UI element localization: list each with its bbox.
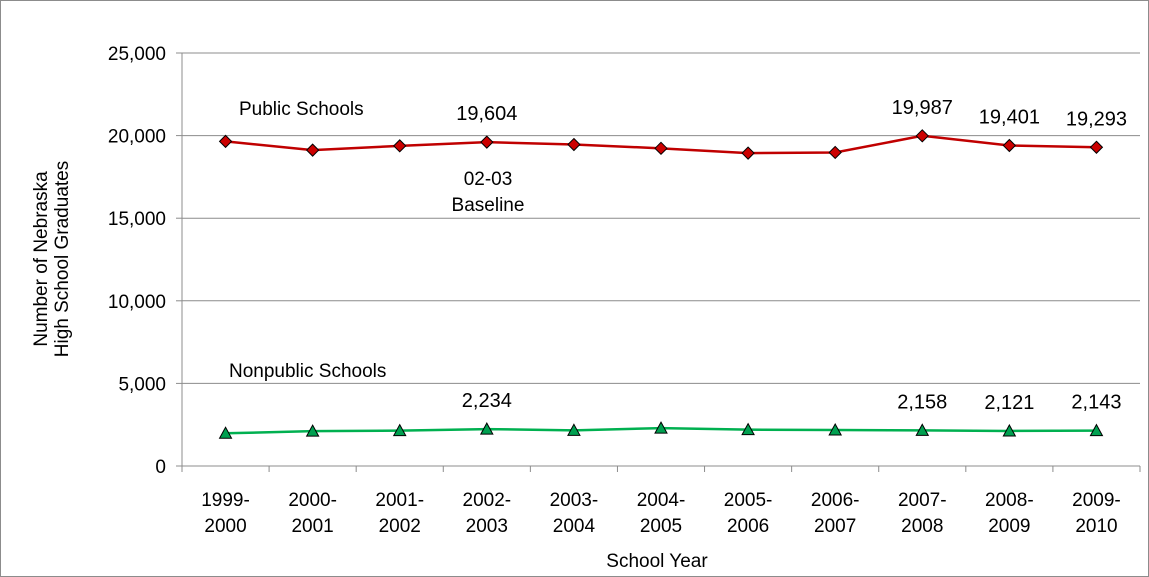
series-0-point-3 xyxy=(480,135,494,149)
series-1-data-label-10: 2,143 xyxy=(1071,392,1121,414)
y-tick-label-1: 5,000 xyxy=(118,374,166,395)
series-1-point-7 xyxy=(828,422,843,436)
series-0-data-label-10: 19,293 xyxy=(1066,108,1127,130)
x-tick-label-10-0: 2009- xyxy=(1072,490,1121,511)
y-axis-title-line2: High School Graduates xyxy=(52,161,73,357)
x-tick-label-4-1: 2004 xyxy=(553,516,596,537)
series-1-point-6 xyxy=(741,422,755,436)
x-tick-label-7-0: 2006- xyxy=(811,490,860,511)
series-1-point-10 xyxy=(1089,423,1104,437)
x-tick-label-9-1: 2009 xyxy=(988,516,1030,537)
series-0-point-6 xyxy=(741,146,755,160)
series-0-point-9 xyxy=(1002,138,1017,153)
y-axis-title: Number of Nebraska High School Graduates xyxy=(31,161,73,357)
series-1-data-label-8: 2,158 xyxy=(897,391,947,413)
y-tick-label-5: 25,000 xyxy=(108,44,166,65)
x-tick-label-2-1: 2002 xyxy=(379,516,421,537)
x-tick-label-0-0: 1999- xyxy=(201,490,250,511)
x-tick-label-8-0: 2007- xyxy=(898,490,947,511)
series-1-data-label-9: 2,121 xyxy=(984,392,1034,414)
series-0-data-label-3: 19,604 xyxy=(456,103,517,125)
series-layer xyxy=(218,129,1104,439)
x-tick-label-4-0: 2003- xyxy=(550,490,599,511)
series-1-point-2 xyxy=(392,423,407,437)
x-tick-label-5-0: 2004- xyxy=(637,490,686,511)
series-0-data-label-8: 19,987 xyxy=(892,97,953,119)
x-tick-label-6-1: 2006 xyxy=(727,516,769,537)
series-0-point-1 xyxy=(305,143,320,157)
x-tick-label-5-1: 2005 xyxy=(640,516,682,537)
gridlines xyxy=(182,52,1140,384)
series-0-data-label-9: 19,401 xyxy=(979,106,1040,128)
series-0-point-2 xyxy=(393,139,407,153)
series-1-point-3 xyxy=(479,422,494,435)
x-tick-label-8-1: 2008 xyxy=(901,516,943,537)
x-tick-label-6-0: 2005- xyxy=(724,490,773,511)
x-tick-label-9-0: 2008- xyxy=(985,490,1034,511)
x-tick-label-1-0: 2000- xyxy=(288,490,337,511)
x-tick-label-3-1: 2003 xyxy=(466,516,508,537)
nonpublic-schools-annotation: Nonpublic Schools xyxy=(229,361,386,382)
series-1-point-0 xyxy=(218,426,233,439)
data-labels: 19,604 19,987 19,401 19,293 2,234 2,158 2,121 2… xyxy=(456,97,1127,414)
series-0-point-10 xyxy=(1089,140,1104,154)
y-axis-title-line1: Number of Nebraska xyxy=(31,171,52,347)
series-1-point-8 xyxy=(915,423,930,436)
series-1-point-9 xyxy=(1002,423,1017,437)
series-0-point-5 xyxy=(654,141,668,156)
x-tick-label-0-1: 2000 xyxy=(204,516,246,537)
series-0-point-0 xyxy=(218,134,233,149)
x-tick-label-3-0: 2002- xyxy=(463,490,512,511)
x-tick-label-10-1: 2010 xyxy=(1075,516,1117,537)
series-0-point-8 xyxy=(915,129,929,143)
series-0-point-4 xyxy=(567,137,581,152)
x-axis-title: School Year xyxy=(606,551,708,572)
series-1-point-4 xyxy=(567,423,581,436)
y-tick-label-2: 10,000 xyxy=(108,292,166,313)
baseline-annotation-line2: Baseline xyxy=(452,195,525,216)
y-tick-label-3: 15,000 xyxy=(108,209,166,230)
y-tick-label-4: 20,000 xyxy=(108,127,166,148)
series-1-point-5 xyxy=(654,421,668,434)
series-0-point-7 xyxy=(828,145,842,160)
y-axis-ticks: 0 5,000 10,000 15,000 20,000 25,000 xyxy=(108,44,182,478)
public-schools-annotation: Public Schools xyxy=(239,99,364,120)
series-1-point-1 xyxy=(305,424,320,437)
series-1-data-label-3: 2,234 xyxy=(462,390,512,412)
x-axis-ticks: 1999- 2000 2000- 2001 2001- 2002 2002- 2003 2003… xyxy=(181,466,1141,537)
x-tick-label-7-1: 2007 xyxy=(814,516,856,537)
y-tick-label-0: 0 xyxy=(155,457,166,478)
x-tick-label-2-0: 2001- xyxy=(375,490,424,511)
axes xyxy=(181,53,1140,467)
x-tick-label-1-1: 2001 xyxy=(291,516,333,537)
baseline-annotation-line1: 02-03 xyxy=(464,169,513,190)
